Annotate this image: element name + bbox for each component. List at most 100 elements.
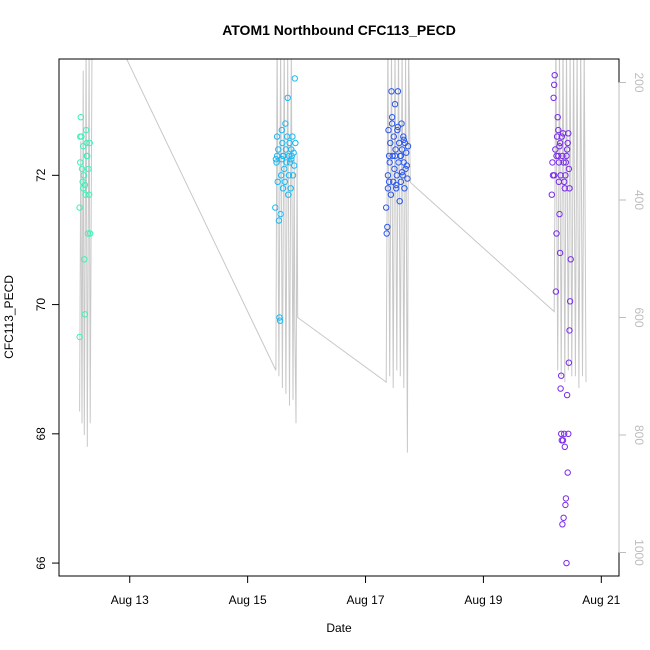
data-point bbox=[286, 159, 294, 166]
data-point bbox=[85, 165, 92, 173]
data-point bbox=[558, 133, 565, 140]
data-point bbox=[404, 175, 411, 182]
y-tick-label: 66 bbox=[34, 556, 48, 570]
data-points-layer bbox=[76, 72, 574, 567]
data-point bbox=[397, 152, 405, 160]
data-point bbox=[273, 152, 281, 160]
data-point bbox=[278, 126, 285, 134]
data-point bbox=[560, 159, 567, 166]
data-point bbox=[387, 191, 395, 198]
data-point bbox=[555, 159, 563, 166]
y2-tick-label: 800 bbox=[632, 425, 646, 445]
data-point bbox=[77, 159, 84, 166]
data-point bbox=[394, 88, 402, 95]
data-point bbox=[402, 165, 409, 173]
data-point bbox=[291, 75, 298, 82]
data-point bbox=[562, 172, 569, 179]
data-point bbox=[562, 501, 569, 509]
data-point bbox=[565, 359, 573, 366]
data-point bbox=[283, 159, 290, 166]
data-point bbox=[292, 139, 299, 147]
data-point bbox=[549, 159, 556, 166]
data-point bbox=[383, 204, 390, 211]
data-point bbox=[81, 181, 89, 189]
data-point bbox=[282, 120, 289, 127]
data-point bbox=[561, 185, 568, 192]
data-point bbox=[82, 126, 90, 134]
series-aug-15 bbox=[272, 75, 299, 324]
data-point bbox=[272, 156, 280, 163]
data-point bbox=[387, 139, 394, 147]
data-point bbox=[275, 146, 282, 153]
altitude-line bbox=[79, 59, 587, 453]
data-point bbox=[288, 156, 295, 163]
data-point bbox=[566, 185, 573, 192]
data-point bbox=[291, 162, 298, 169]
data-point bbox=[555, 152, 562, 160]
data-point bbox=[388, 114, 396, 121]
y2-tick-label: 200 bbox=[632, 72, 646, 92]
data-point bbox=[273, 133, 281, 140]
data-point bbox=[563, 152, 570, 160]
data-point bbox=[279, 185, 287, 192]
data-point bbox=[400, 133, 407, 140]
data-point bbox=[77, 114, 85, 121]
data-point bbox=[395, 139, 403, 147]
data-point bbox=[388, 88, 395, 95]
data-point bbox=[567, 256, 574, 263]
data-point bbox=[398, 168, 406, 176]
data-point bbox=[289, 133, 296, 140]
data-point bbox=[556, 143, 563, 150]
data-point bbox=[281, 178, 288, 186]
data-point bbox=[396, 198, 403, 205]
data-point bbox=[565, 165, 573, 173]
series-aug-12 bbox=[76, 114, 94, 341]
data-point bbox=[553, 133, 561, 140]
data-point bbox=[383, 230, 390, 237]
data-point bbox=[400, 136, 407, 144]
data-point bbox=[551, 72, 558, 79]
data-point bbox=[393, 185, 400, 192]
data-point bbox=[281, 165, 288, 173]
data-point bbox=[555, 126, 562, 134]
data-point bbox=[279, 152, 287, 160]
data-point bbox=[391, 101, 399, 108]
data-point bbox=[285, 172, 293, 179]
series-aug-20 bbox=[548, 72, 574, 567]
data-point bbox=[81, 311, 89, 318]
data-point bbox=[558, 372, 565, 379]
data-point bbox=[389, 152, 396, 160]
data-point bbox=[550, 94, 557, 102]
data-point bbox=[385, 152, 393, 160]
data-point bbox=[276, 317, 284, 324]
x-axis-label: Date bbox=[326, 621, 352, 635]
data-point bbox=[279, 139, 286, 147]
x-tick-label: Aug 13 bbox=[111, 593, 149, 607]
data-point bbox=[80, 185, 87, 192]
data-point bbox=[403, 162, 410, 169]
data-point bbox=[556, 249, 564, 257]
data-point bbox=[273, 159, 280, 166]
x-tick-label: Aug 19 bbox=[464, 593, 502, 607]
data-point bbox=[562, 495, 570, 502]
chart-title: ATOM1 Northbound CFC113_PECD bbox=[222, 22, 456, 38]
data-point bbox=[393, 181, 400, 189]
data-point bbox=[560, 514, 567, 521]
y2-tick-label: 1000 bbox=[632, 539, 646, 566]
secondary-y-axis: 200 400 600 800 1000 bbox=[618, 72, 646, 566]
data-point bbox=[398, 120, 405, 127]
y-axis: 66 68 70 72 bbox=[34, 168, 60, 570]
x-tick-label: Aug 15 bbox=[229, 593, 267, 607]
data-point bbox=[276, 314, 283, 321]
data-point bbox=[277, 210, 284, 218]
data-point bbox=[561, 430, 568, 437]
data-point bbox=[558, 430, 565, 437]
data-point bbox=[290, 149, 297, 156]
x-axis: Aug 13 Aug 15 Aug 17 Aug 19 Aug 21 bbox=[111, 575, 621, 607]
data-point bbox=[564, 139, 571, 147]
data-point bbox=[561, 443, 568, 450]
data-point bbox=[289, 172, 297, 179]
data-point bbox=[566, 327, 573, 334]
data-point bbox=[564, 469, 571, 476]
